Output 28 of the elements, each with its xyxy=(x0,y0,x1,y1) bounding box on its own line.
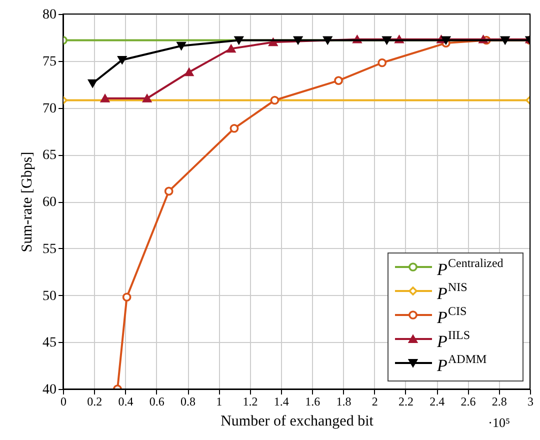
x-axis-title: Number of exchanged bit xyxy=(220,414,374,430)
text: ·10⁵ xyxy=(488,415,510,430)
x-tick-label: 1.2 xyxy=(242,394,258,408)
x-tick-label: 0.8 xyxy=(180,394,196,408)
x-tick-label: 3 xyxy=(528,394,534,408)
y-tick-label: 45 xyxy=(42,336,56,351)
y-tick-label: 50 xyxy=(42,288,56,304)
y-tick-label: 70 xyxy=(42,101,56,116)
x-tick-label: 2.6 xyxy=(460,394,476,408)
x-tick-label: 2 xyxy=(372,394,378,408)
x-tick-label: 1.4 xyxy=(274,394,289,408)
x-tick-label: 0.4 xyxy=(118,394,134,408)
y-tick-label: 55 xyxy=(42,242,56,257)
x-tick-label: 2.2 xyxy=(398,394,414,408)
y-tick-label: 80 xyxy=(42,8,56,22)
x-tick-label: 1 xyxy=(216,394,222,408)
y-axis-title: Sum-rate [Gbps] xyxy=(20,152,36,252)
x-tick-label: 2.4 xyxy=(430,394,445,408)
y-tick-label: 65 xyxy=(42,148,56,164)
y-tick-label: 75 xyxy=(42,54,56,70)
x-tick-label: 1.6 xyxy=(305,394,320,408)
x-tick-label: 0 xyxy=(60,394,66,408)
y-tick-label: 60 xyxy=(42,195,56,210)
y-tick-label: 40 xyxy=(42,382,56,398)
x-tick-label: 0.6 xyxy=(149,394,164,408)
x-tick-label: 0.2 xyxy=(87,394,102,408)
x-tick-label: 1.8 xyxy=(336,394,352,408)
x-tick-label: 2.8 xyxy=(492,394,507,408)
